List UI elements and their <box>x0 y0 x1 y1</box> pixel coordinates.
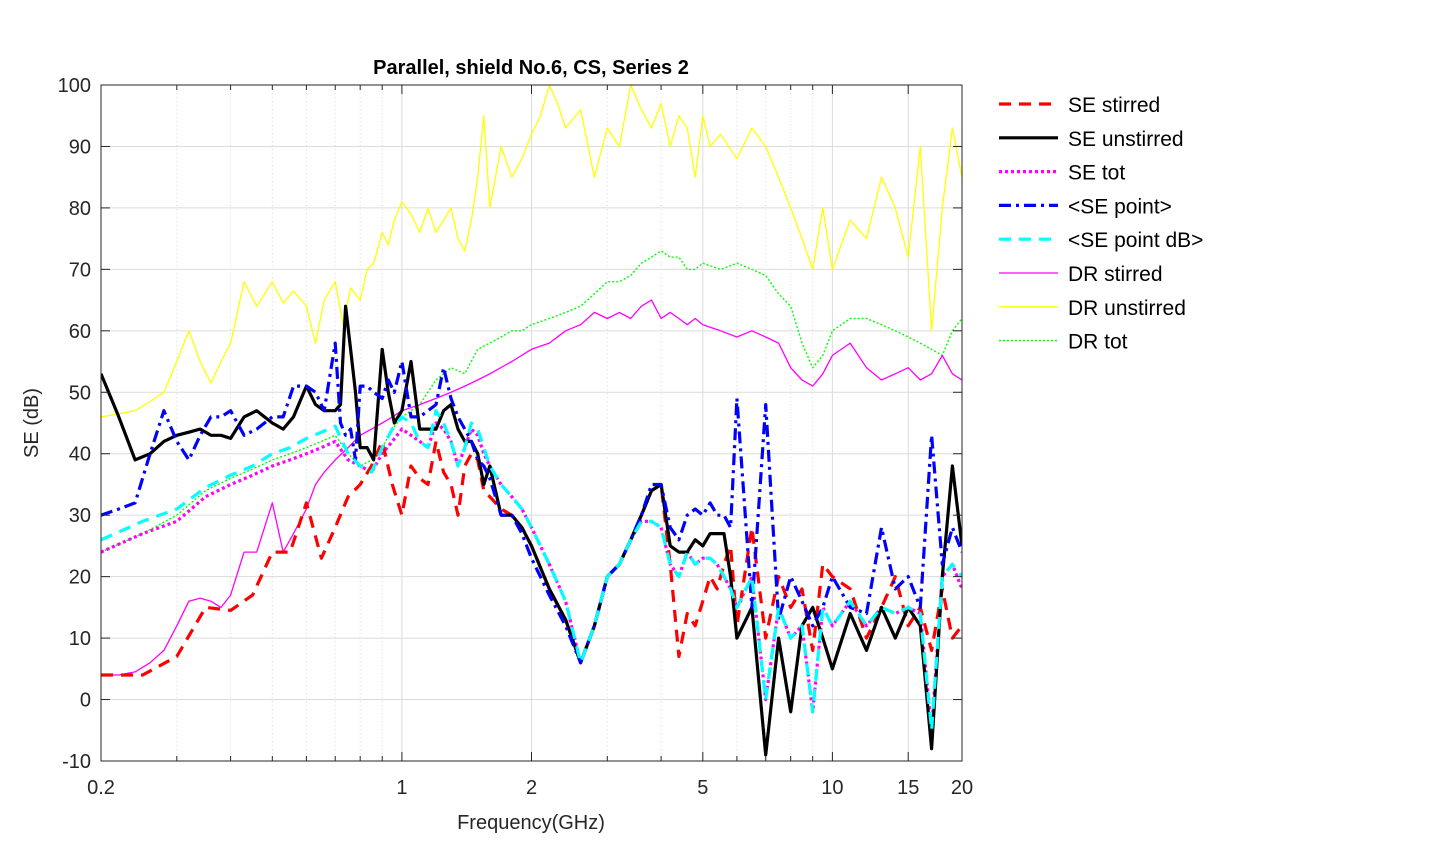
y-tick-label: 0 <box>80 690 91 712</box>
y-tick-label: 100 <box>58 75 91 97</box>
y-tick-label: 20 <box>69 567 91 589</box>
y-tick-label: 70 <box>69 259 91 281</box>
x-tick-label: 1 <box>396 777 407 799</box>
minor-grid <box>176 85 814 761</box>
y-tick-label: 40 <box>69 444 91 466</box>
y-tick-label: 90 <box>69 136 91 158</box>
x-tick-label: 20 <box>951 777 973 799</box>
legend-box <box>985 85 1245 357</box>
y-tick-label: 50 <box>69 382 91 404</box>
series-line-6 <box>101 85 962 418</box>
series-line-4 <box>101 409 962 732</box>
legend-label: <SE point dB> <box>1068 229 1203 252</box>
series-line-0 <box>101 439 962 677</box>
y-tick-label: 60 <box>69 321 91 343</box>
axis-ticks <box>100 84 963 762</box>
series-line-5 <box>101 299 962 676</box>
legend-label: SE unstirred <box>1068 128 1184 151</box>
y-axis-label: SE (dB) <box>21 388 43 458</box>
legend-label: DR stirred <box>1068 263 1163 286</box>
y-tick-label: 10 <box>69 628 91 650</box>
x-tick-label: 5 <box>697 777 708 799</box>
series-line-1 <box>101 304 962 757</box>
x-tick-label: 0.2 <box>87 777 115 799</box>
legend-label: SE tot <box>1068 162 1125 185</box>
x-axis-label: Frequency(GHz) <box>457 812 605 834</box>
y-tick-label: 80 <box>69 198 91 220</box>
x-tick-labels: 0.2 1 2 5 10 15 20 <box>87 777 973 799</box>
y-tick-labels: -10 0 10 20 30 40 50 60 70 80 90 100 <box>58 75 91 773</box>
series-layer <box>101 85 962 757</box>
x-tick-label: 15 <box>897 777 919 799</box>
y-tick-label: -10 <box>62 751 91 773</box>
x-tick-label: 10 <box>821 777 843 799</box>
legend-label: DR unstirred <box>1068 297 1186 320</box>
y-tick-label: 30 <box>69 505 91 527</box>
x-tick-label: 2 <box>526 777 537 799</box>
series-line-3 <box>101 341 962 665</box>
legend-label: <SE point> <box>1068 195 1172 218</box>
legend: SE stirred SE unstirred SE tot <SE point> <S… <box>985 85 1245 357</box>
chart-title: Parallel, shield No.6, CS, Series 2 <box>373 57 689 79</box>
legend-label: DR tot <box>1068 331 1128 354</box>
legend-label: SE stirred <box>1068 94 1160 117</box>
